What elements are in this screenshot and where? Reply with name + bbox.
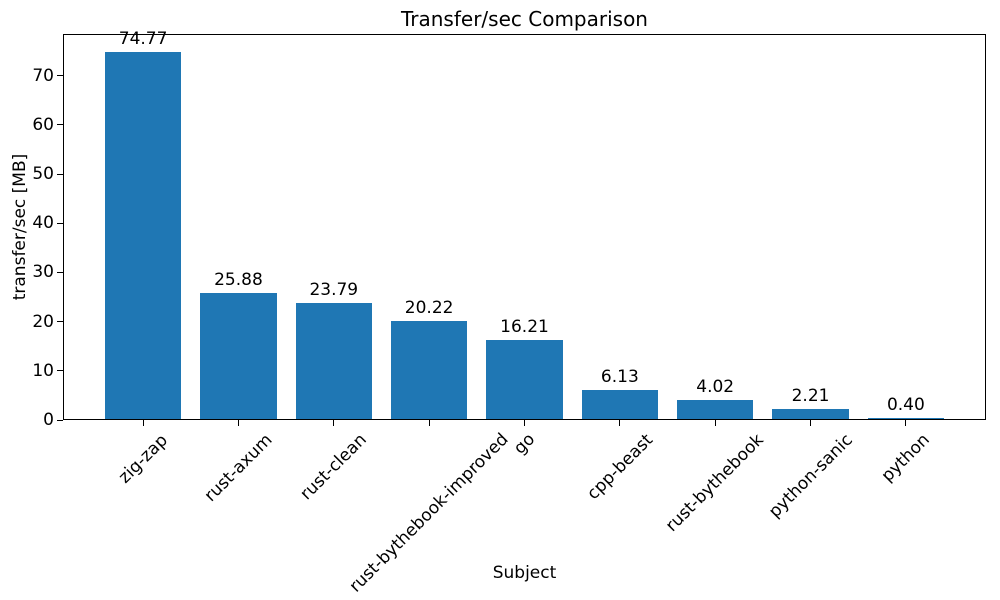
y-tick-label: 70 [32,65,54,86]
bar-value-label: 23.79 [309,280,359,301]
bar-rust-bythebook-improved [391,320,468,420]
bar-value-label: 0.40 [886,395,925,416]
y-tick-mark [57,173,63,175]
bar-zig-zap [104,52,182,420]
x-tick-label-rust-bythebook: rust-bythebook [662,430,768,536]
y-tick-mark [57,321,63,323]
x-tick-label-rust-axum: rust-axum [200,429,277,506]
x-tick-mark [142,420,144,426]
bar-value-label: 20.22 [404,297,454,318]
x-tick-label-go: go [510,429,540,460]
bar-value-label: 16.21 [500,317,549,338]
x-tick-mark [524,420,525,426]
y-tick-mark [57,370,63,372]
x-axis-label: Subject [492,563,557,583]
y-tick-label: 40 [32,213,54,234]
bar-value-label: 2.21 [791,386,830,407]
x-tick-label-zig-zap: zig-zap [114,430,172,488]
y-tick-mark [57,271,63,273]
y-tick-label: 30 [32,262,54,283]
bar-value-label: 4.02 [696,377,735,398]
y-tick-mark [57,222,63,224]
bar-value-label: 6.13 [600,366,639,387]
bar-rust-clean [295,303,372,420]
bar-python-sanic [772,409,849,420]
x-tick-mark [333,420,335,426]
bar-value-label: 25.88 [214,269,263,290]
x-tick-mark [714,420,716,426]
x-tick-mark [810,420,812,426]
y-tick-mark [57,75,63,77]
x-tick-label-python-sanic: python-sanic [764,430,857,522]
x-tick-label-rust-clean: rust-clean [296,429,372,505]
x-tick-mark [619,420,621,426]
y-tick-label: 0 [43,410,54,430]
x-tick-label-cpp-beast: cpp-beast [583,429,657,504]
y-tick-label: 50 [32,164,54,185]
x-tick-mark [237,420,239,426]
y-tick-label: 10 [32,360,54,381]
x-tick-mark [905,420,907,426]
y-tick-label: 60 [32,114,54,135]
bar-rust-axum [200,292,277,420]
bar-go [486,340,563,420]
bar-cpp-beast [581,389,658,420]
bar-rust-bythebook [677,400,754,420]
y-tick-mark [57,419,63,421]
chart-title: Transfer/sec Comparison [401,7,648,31]
x-tick-label-python: python [878,429,935,487]
y-tick-label: 20 [32,311,54,332]
y-tick-mark [57,124,63,126]
bar-value-label: 74.77 [118,29,168,50]
x-tick-mark [428,420,430,426]
